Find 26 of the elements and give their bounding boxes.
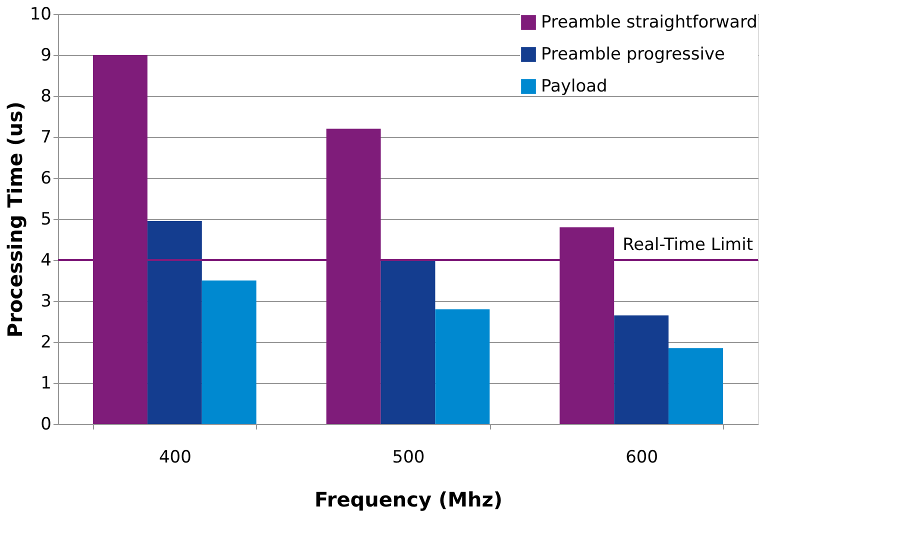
y-tick-label: 3 — [40, 292, 52, 312]
y-tick-label: 4 — [40, 250, 52, 270]
ref-line-label: Real-Time Limit — [622, 235, 754, 255]
y-tick-label: 7 — [40, 128, 52, 148]
y-axis-title: Processing Time (us) — [2, 101, 27, 338]
x-tick-label: 400 — [158, 448, 192, 468]
legend-label: Preamble straightforward — [541, 12, 758, 32]
x-axis-title: Frequency (Mhz) — [314, 488, 503, 512]
bar — [614, 315, 669, 424]
y-tick-label: 9 — [40, 46, 52, 66]
legend-label: Preamble progressive — [541, 44, 726, 64]
y-tick-label: 0 — [40, 414, 52, 434]
bar — [380, 260, 436, 424]
x-tick-label: 500 — [392, 448, 425, 468]
x-tick-label: 600 — [626, 448, 658, 468]
y-tick-label: 2 — [40, 332, 52, 352]
y-tick-label: 8 — [40, 86, 52, 106]
y-tick-label: 1 — [40, 374, 52, 394]
bar — [202, 280, 256, 424]
legend-label: Payload — [541, 76, 608, 96]
bar — [435, 309, 490, 424]
y-tick-label: 10 — [30, 4, 52, 24]
y-tick-label: 6 — [40, 168, 52, 188]
bar — [668, 348, 723, 424]
bar — [147, 221, 202, 424]
y-tick-label: 5 — [40, 210, 52, 230]
